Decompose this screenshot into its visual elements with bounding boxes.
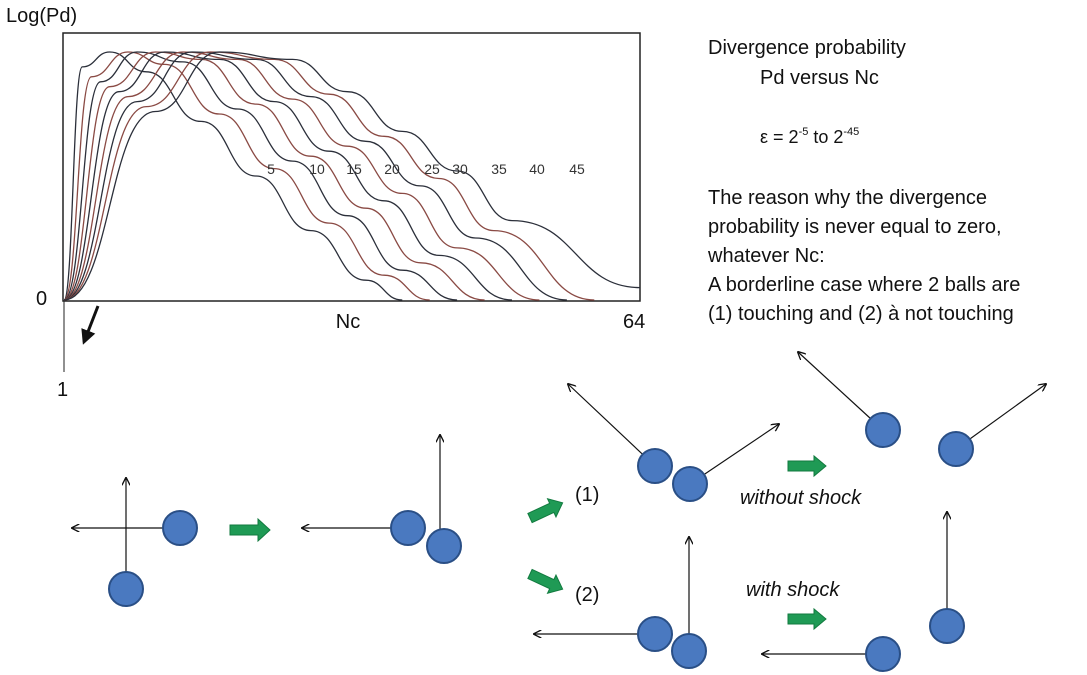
curve-line (63, 51, 595, 301)
epsilon-prefix: ε = 2 (760, 127, 799, 147)
title-line1: Divergence probability (708, 37, 906, 59)
case1-arrow (527, 498, 564, 524)
ball (672, 466, 708, 502)
epsilon-mid: to 2 (813, 127, 844, 147)
without-shock-label: without shock (740, 487, 862, 509)
curve-label-group: 5 10 15 20 25 30 35 40 45 (267, 161, 585, 177)
curve-label: 20 (384, 161, 400, 177)
collision-configuration (302, 435, 462, 564)
case2-arrow (527, 568, 564, 594)
title-line2: Pd versus Nc (760, 67, 879, 89)
velocity-arrow (955, 384, 1046, 450)
reason-line: The reason why the divergence (708, 187, 988, 209)
case2-after (762, 512, 965, 672)
divergence-chart: Log(Pd) 5 10 15 20 25 30 35 40 45 0 Nc 64 1 (6, 5, 645, 401)
curve-line (63, 51, 430, 301)
curve-line (63, 51, 641, 301)
ball (865, 412, 901, 448)
velocity-arrow (568, 384, 656, 467)
ball (671, 633, 707, 669)
ball (637, 448, 673, 484)
epsilon-range: ε = 2-5 to 2-45 (760, 118, 859, 151)
pointer-arrow (81, 305, 100, 345)
with-shock-label: with shock (746, 579, 840, 601)
curve-label: 30 (452, 161, 468, 177)
curve-label: 45 (569, 161, 585, 177)
ball (929, 608, 965, 644)
curve-label: 5 (267, 161, 275, 177)
y-axis-label: Log(Pd) (6, 5, 77, 27)
curve-label: 40 (529, 161, 545, 177)
curve-label: 10 (309, 161, 325, 177)
ball (865, 636, 901, 672)
curve-group (63, 51, 641, 301)
case1-touching (568, 384, 779, 502)
x-max-label: 64 (623, 311, 645, 333)
plot-frame (62, 32, 641, 302)
curve-line (63, 51, 458, 301)
curve-line (63, 51, 513, 301)
ball (162, 510, 198, 546)
without-shock-arrow (787, 454, 827, 478)
reason-line: (1) touching and (2) à not touching (708, 303, 1014, 325)
with-shock-arrow (787, 607, 827, 631)
ball (637, 616, 673, 652)
x-one-label: 1 (57, 379, 68, 401)
curve-label: 15 (346, 161, 362, 177)
epsilon-exp1: -5 (798, 126, 809, 138)
case1-label: (1) (575, 484, 599, 506)
reason-line: whatever Nc: (708, 245, 825, 267)
ball (426, 528, 462, 564)
curve-line (63, 51, 403, 301)
reason-line: A borderline case where 2 balls are (708, 274, 1021, 296)
curve-line (63, 51, 567, 301)
case2-label: (2) (575, 584, 599, 606)
epsilon-exp2: -45 (843, 126, 860, 138)
curve-label: 25 (424, 161, 440, 177)
velocity-arrow (798, 352, 884, 431)
curve-line (63, 51, 540, 301)
x-axis-label: Nc (336, 311, 360, 333)
ball (390, 510, 426, 546)
curve-line (63, 51, 485, 301)
initial-configuration (72, 478, 198, 607)
curve-label: 35 (491, 161, 507, 177)
case1-after (798, 352, 1046, 467)
reason-line: probability is never equal to zero, (708, 216, 1002, 238)
transition-arrow (229, 517, 271, 543)
ball (108, 571, 144, 607)
ball (938, 431, 974, 467)
y-zero-label: 0 (36, 288, 47, 310)
case2-not-touching (534, 537, 707, 669)
